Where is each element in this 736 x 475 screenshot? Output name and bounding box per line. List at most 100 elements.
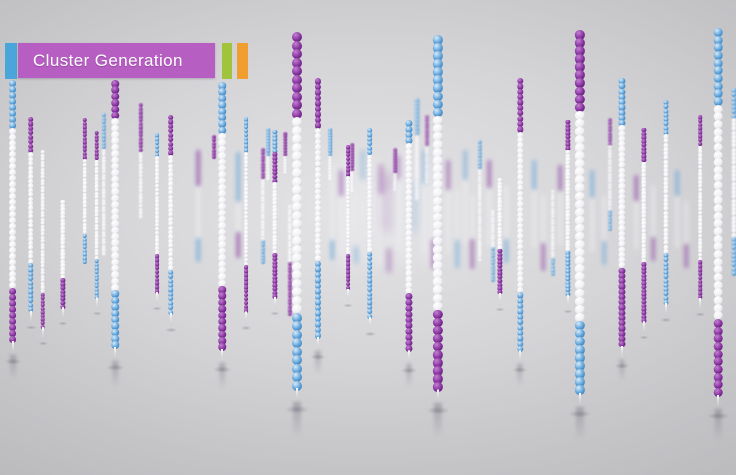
white-bead — [697, 164, 703, 170]
purple-bead — [713, 364, 723, 374]
white-bead — [168, 256, 174, 262]
white-bead — [101, 187, 107, 192]
white-bead — [663, 155, 669, 161]
blue-bead — [367, 278, 373, 284]
white-bead — [243, 195, 249, 200]
blue-bead — [292, 380, 302, 391]
purple-bead — [393, 148, 397, 152]
purple-segment — [379, 164, 383, 194]
purple-bead — [287, 265, 293, 270]
white-bead — [243, 187, 249, 192]
white-bead — [9, 127, 17, 135]
white-bead — [697, 229, 703, 235]
dna-strand — [425, 115, 429, 184]
white-bead — [243, 218, 249, 224]
purple-bead — [608, 138, 612, 143]
blue-bead — [314, 315, 322, 323]
white-bead — [261, 195, 265, 200]
white-bead — [345, 242, 351, 248]
purple-bead — [28, 139, 34, 145]
white-bead — [154, 160, 160, 165]
white-bead — [40, 199, 46, 205]
purple-bead — [345, 152, 351, 158]
blue-bead — [565, 254, 571, 259]
white-bead — [138, 196, 144, 201]
blue-bead — [28, 298, 34, 304]
white-bead — [111, 169, 119, 177]
white-bead — [697, 248, 703, 254]
blue-bead — [94, 277, 100, 282]
white-bead — [608, 162, 612, 167]
white-bead — [272, 215, 278, 221]
floor-shadow — [209, 364, 235, 374]
white-bead — [345, 180, 351, 185]
white-bead — [111, 271, 119, 279]
white-bead — [272, 193, 278, 198]
white-bead — [243, 214, 249, 220]
purple-bead — [405, 299, 413, 307]
white-bead — [405, 235, 413, 243]
purple-bead — [212, 135, 216, 139]
white-bead — [414, 191, 420, 197]
blue-bead — [565, 273, 571, 278]
white-bead — [60, 229, 66, 235]
dna-strand — [421, 35, 455, 437]
purple-bead — [575, 38, 585, 48]
blue-bead — [663, 129, 669, 135]
purple-bead — [40, 324, 46, 329]
dna-strand — [341, 145, 355, 308]
white-bead — [575, 288, 585, 298]
white-bead — [261, 212, 265, 217]
purple-bead — [314, 122, 322, 129]
floor-reflection — [10, 354, 16, 380]
white-bead — [40, 271, 46, 276]
white-bead — [60, 233, 66, 238]
white-bead — [314, 232, 322, 240]
white-bead — [618, 199, 626, 206]
dna-strand — [658, 100, 674, 323]
white-bead — [575, 167, 585, 177]
blue-bead — [550, 257, 556, 262]
white-bead — [425, 162, 429, 167]
floor-shadow — [280, 404, 314, 415]
white-bead — [367, 172, 373, 178]
white-bead — [713, 280, 723, 290]
white-bead — [367, 163, 373, 169]
white-bead — [697, 153, 703, 158]
white-bead — [292, 193, 302, 204]
white-bead — [663, 180, 669, 186]
dna-strand — [561, 120, 575, 314]
purple-bead — [138, 103, 144, 108]
blue-bead — [367, 269, 373, 275]
white-bead — [243, 175, 249, 181]
white-bead — [618, 188, 626, 195]
purple-bead — [314, 89, 322, 96]
purple-bead — [618, 272, 626, 280]
white-bead — [663, 189, 669, 195]
purple-bead — [618, 299, 626, 306]
white-bead — [82, 174, 88, 179]
white-bead — [516, 201, 524, 208]
floor-reflection — [293, 402, 301, 437]
purple-bead — [697, 115, 703, 120]
purple-segment — [196, 150, 200, 186]
purple-bead — [697, 283, 703, 288]
white-bead — [82, 162, 88, 168]
blue-bead — [111, 309, 119, 317]
white-bead — [154, 242, 160, 247]
white-bead — [168, 190, 174, 196]
blue-bead — [266, 143, 270, 147]
white-bead — [618, 251, 626, 258]
purple-bead — [618, 314, 626, 322]
white-bead — [641, 251, 647, 256]
blue-bead — [608, 227, 612, 231]
white-bead — [713, 242, 723, 252]
purple-segment — [651, 237, 655, 261]
white-bead — [713, 196, 723, 206]
blue-bead — [28, 280, 34, 286]
white-bead — [40, 239, 46, 244]
purple-bead — [283, 152, 287, 157]
purple-bead — [283, 146, 287, 151]
white-bead — [243, 226, 249, 231]
dna-strand — [101, 113, 107, 257]
